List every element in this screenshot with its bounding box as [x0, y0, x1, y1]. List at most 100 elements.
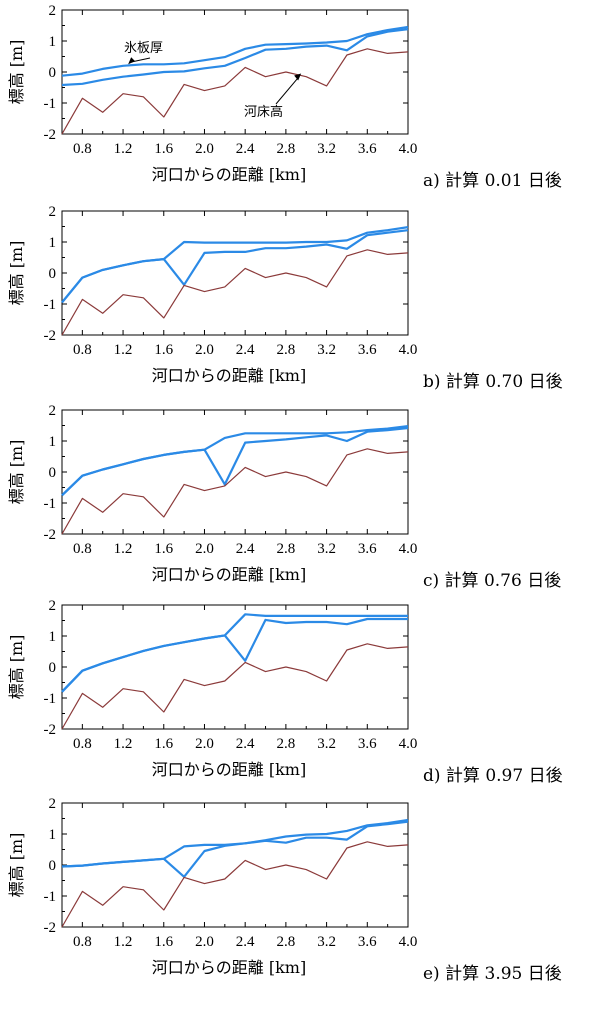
panel-caption: a) 計算 0.01 日後 — [423, 171, 562, 191]
series-line-ice-top — [61, 613, 408, 693]
annotation-label: 氷板厚 — [124, 41, 163, 56]
series-line-ice-bottom — [61, 426, 409, 497]
series-line-bed — [61, 643, 409, 730]
series-line-ice-bottom — [61, 229, 409, 304]
x-tick-label: 4.0 — [399, 736, 418, 752]
x-tick-label: 0.8 — [73, 541, 92, 557]
panel-caption: b) 計算 0.70 日後 — [423, 372, 563, 392]
x-tick-label: 2.4 — [236, 934, 255, 950]
x-tick-label: 0.8 — [73, 934, 92, 950]
y-tick-label: -2 — [44, 920, 57, 936]
x-tick-label: 2.8 — [277, 934, 296, 950]
y-axis-label: 標高 [m] — [7, 635, 26, 700]
x-tick-label: 2.4 — [236, 141, 255, 157]
panel-caption: d) 計算 0.97 日後 — [423, 766, 563, 786]
x-tick-label: 2.8 — [277, 541, 296, 557]
y-tick-label: 2 — [49, 204, 57, 220]
series-line-bed — [61, 841, 409, 928]
y-tick-label: -1 — [44, 297, 57, 313]
x-axis-label: 河口からの距離 [km] — [152, 366, 306, 385]
y-tick-label: -2 — [44, 722, 57, 738]
annotation-arrow — [275, 76, 300, 105]
y-tick-label: -2 — [44, 127, 57, 143]
annotation-arrowhead — [128, 57, 136, 65]
x-tick-label: 1.2 — [114, 934, 133, 950]
series-line-ice-top — [61, 226, 409, 304]
x-tick-label: 1.2 — [114, 342, 133, 358]
y-tick-label: -1 — [44, 889, 57, 905]
plot-frame — [61, 9, 409, 135]
x-tick-label: 2.0 — [195, 934, 214, 950]
x-tick-label: 2.0 — [195, 736, 214, 752]
series-line-ice-bottom — [61, 617, 408, 693]
x-tick-label: 3.6 — [358, 342, 377, 358]
series-line-ice-top — [61, 25, 409, 77]
x-tick-label: 3.6 — [358, 141, 377, 157]
x-axis-label: 河口からの距離 [km] — [152, 958, 306, 977]
chart-panel-c: -2 -1 0 1 2 0.8 1.2 1.6 2.0 2.4 2.8 3.2 3.6 4.0 標高 [m]… — [7, 403, 561, 591]
y-axis-label: 標高 [m] — [7, 440, 26, 505]
x-tick-label: 4.0 — [399, 141, 418, 157]
x-tick-label: 2.0 — [195, 541, 214, 557]
x-tick-label: 1.6 — [154, 736, 173, 752]
chart-panel-a: -2 -1 0 1 2 0.8 1.2 1.6 2.0 2.4 2.8 3.2 3.6 4.0 標高 [m]… — [7, 3, 562, 191]
x-tick-label: 2.8 — [277, 736, 296, 752]
x-tick-label: 3.6 — [358, 934, 377, 950]
x-tick-label: 1.6 — [154, 541, 173, 557]
y-tick-label: 1 — [49, 34, 57, 50]
chart-panel-b: -2 -1 0 1 2 0.8 1.2 1.6 2.0 2.4 2.8 3.2 3.6 4.0 標高 [m]… — [7, 204, 563, 392]
series-line-ice-bottom — [61, 28, 409, 87]
x-tick-label: 1.6 — [154, 141, 173, 157]
y-tick-label: 1 — [49, 629, 57, 645]
x-tick-label: 0.8 — [73, 736, 92, 752]
x-tick-label: 0.8 — [73, 141, 92, 157]
x-tick-label: 3.2 — [317, 541, 336, 557]
y-tick-label: 2 — [49, 403, 57, 419]
y-tick-label: -1 — [44, 96, 57, 112]
x-tick-label: 2.0 — [195, 141, 214, 157]
plot-frame — [61, 802, 409, 928]
series-line-bed — [61, 448, 409, 535]
chart-panel-e: -2 -1 0 1 2 0.8 1.2 1.6 2.0 2.4 2.8 3.2 3.6 4.0 標高 [m]… — [7, 796, 562, 984]
x-axis-label: 河口からの距離 [km] — [152, 565, 306, 584]
x-tick-label: 2.4 — [236, 342, 255, 358]
x-axis-label: 河口からの距離 [km] — [152, 760, 306, 779]
x-tick-label: 3.6 — [358, 541, 377, 557]
x-tick-label: 3.2 — [317, 934, 336, 950]
x-tick-label: 4.0 — [399, 934, 418, 950]
y-tick-label: 1 — [49, 235, 57, 251]
y-tick-label: 2 — [49, 598, 57, 614]
y-tick-label: 2 — [49, 3, 57, 19]
y-axis-label: 標高 [m] — [7, 40, 26, 105]
y-tick-label: 0 — [49, 266, 57, 282]
x-tick-label: 2.8 — [277, 342, 296, 358]
x-tick-label: 3.2 — [317, 342, 336, 358]
y-tick-label: 0 — [49, 858, 57, 874]
y-tick-label: 2 — [49, 796, 57, 812]
x-tick-label: 1.6 — [154, 342, 173, 358]
series-line-ice-bottom — [61, 820, 409, 878]
y-tick-label: 0 — [49, 660, 57, 676]
chart-panel-d: -2 -1 0 1 2 0.8 1.2 1.6 2.0 2.4 2.8 3.2 3.6 4.0 標高 [m]… — [7, 598, 563, 786]
series-line-bed — [61, 48, 409, 135]
x-tick-label: 3.2 — [317, 141, 336, 157]
y-tick-label: 1 — [49, 827, 57, 843]
x-tick-label: 2.4 — [236, 541, 255, 557]
x-tick-label: 0.8 — [73, 342, 92, 358]
y-tick-label: -2 — [44, 527, 57, 543]
x-tick-label: 4.0 — [399, 342, 418, 358]
series-line-bed — [61, 249, 409, 336]
x-tick-label: 2.8 — [277, 141, 296, 157]
annotation-label: 河床高 — [244, 104, 283, 120]
x-tick-label: 1.2 — [114, 141, 133, 157]
x-axis-label: 河口からの距離 [km] — [152, 165, 306, 184]
x-tick-label: 4.0 — [399, 541, 418, 557]
x-tick-label: 1.2 — [114, 541, 133, 557]
x-tick-label: 1.6 — [154, 934, 173, 950]
y-tick-label: 1 — [49, 434, 57, 450]
annotation-arrowhead — [294, 73, 302, 81]
series-line-ice-top — [61, 818, 409, 868]
x-tick-label: 2.4 — [236, 736, 255, 752]
panel-caption: c) 計算 0.76 日後 — [423, 571, 561, 591]
